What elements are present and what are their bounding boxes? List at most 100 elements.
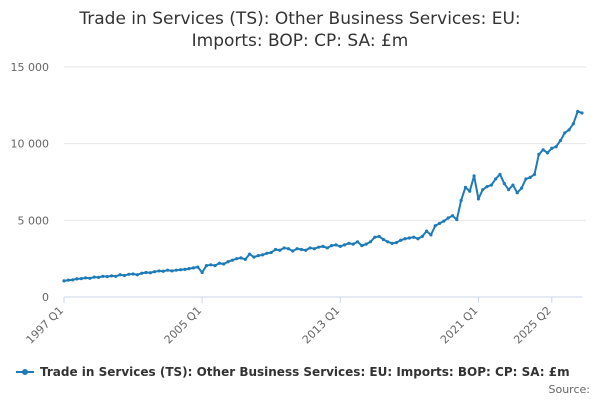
data-point	[166, 268, 170, 272]
data-point	[278, 248, 282, 252]
x-tick-label: 2025 Q2	[511, 304, 554, 347]
data-point	[235, 257, 239, 261]
data-point	[148, 271, 152, 275]
data-point	[437, 221, 442, 225]
data-point	[96, 275, 101, 279]
data-point	[122, 273, 127, 278]
data-point	[420, 234, 424, 239]
data-point	[109, 274, 114, 278]
data-point	[407, 236, 411, 240]
data-point	[118, 273, 122, 277]
data-point	[381, 237, 386, 242]
data-point	[580, 111, 584, 115]
source-label: Source:	[549, 383, 591, 396]
data-point	[558, 139, 563, 143]
data-point	[507, 188, 511, 192]
data-point	[360, 244, 364, 248]
data-point	[200, 270, 204, 275]
data-point	[563, 131, 567, 135]
data-point	[131, 272, 135, 276]
data-point	[62, 279, 66, 283]
data-point	[312, 247, 316, 251]
data-point	[256, 254, 260, 258]
y-tick-label: 10 000	[11, 138, 50, 151]
data-point	[528, 175, 532, 179]
data-point	[196, 265, 200, 269]
data-point	[248, 252, 252, 256]
gridlines	[64, 66, 586, 221]
y-tick-label: 5 000	[18, 214, 50, 227]
data-point	[425, 229, 429, 233]
legend[interactable]: Trade in Services (TS): Other Business S…	[16, 365, 570, 379]
data-point	[489, 183, 493, 187]
data-point	[545, 151, 550, 155]
data-point	[459, 198, 463, 202]
data-point	[550, 146, 554, 150]
data-point	[226, 260, 230, 264]
data-point	[105, 275, 109, 279]
series-line	[63, 110, 583, 282]
data-point	[338, 244, 342, 248]
data-point	[209, 263, 213, 267]
data-point	[446, 216, 450, 220]
data-point	[455, 217, 459, 222]
data-point	[571, 122, 575, 126]
data-point	[291, 249, 295, 253]
data-point	[554, 145, 558, 149]
data-point	[239, 256, 243, 260]
legend-series-label: Trade in Services (TS): Other Business S…	[40, 365, 570, 379]
data-point	[429, 233, 433, 237]
data-point	[390, 241, 394, 245]
data-point	[213, 263, 217, 268]
data-point	[532, 172, 537, 176]
data-point	[273, 247, 278, 252]
data-point	[286, 247, 291, 251]
data-point	[66, 278, 70, 282]
data-point	[101, 274, 105, 278]
data-point	[92, 275, 96, 279]
data-point	[386, 240, 390, 244]
data-point	[541, 148, 545, 152]
data-point	[230, 258, 234, 262]
data-point	[295, 247, 299, 251]
data-point	[170, 269, 174, 273]
data-point	[140, 271, 144, 275]
data-point	[442, 219, 446, 223]
data-point	[368, 240, 373, 244]
data-point	[178, 268, 183, 272]
data-point	[157, 269, 161, 273]
data-point	[373, 235, 377, 239]
data-point	[524, 177, 528, 181]
data-point	[304, 248, 308, 252]
data-point	[269, 250, 273, 255]
data-point	[183, 267, 187, 271]
data-point	[114, 274, 118, 278]
data-point	[567, 128, 571, 132]
x-tick-label: 2005 Q1	[162, 304, 205, 347]
data-point	[174, 268, 178, 272]
data-point	[321, 244, 325, 248]
y-tick-label: 15 000	[11, 61, 50, 74]
data-point	[191, 266, 196, 270]
x-tick-label: 2021 Q1	[438, 304, 481, 347]
data-point	[537, 152, 541, 156]
data-point	[364, 242, 368, 246]
data-point	[204, 263, 209, 268]
data-point	[75, 277, 79, 281]
data-point	[403, 237, 407, 241]
data-point	[494, 177, 498, 181]
data-point	[187, 267, 191, 271]
data-point	[144, 270, 148, 275]
data-point	[88, 276, 92, 280]
data-point	[351, 242, 355, 246]
data-point	[217, 261, 221, 265]
y-axis-ticks: 0 5 000 10 000 15 000	[11, 61, 50, 304]
data-point	[468, 189, 472, 193]
data-point	[243, 257, 247, 262]
series-layer	[62, 109, 584, 283]
data-point	[308, 246, 312, 250]
data-point	[135, 273, 139, 277]
data-point	[399, 238, 403, 242]
x-tick-label: 1997 Q1	[24, 304, 67, 347]
